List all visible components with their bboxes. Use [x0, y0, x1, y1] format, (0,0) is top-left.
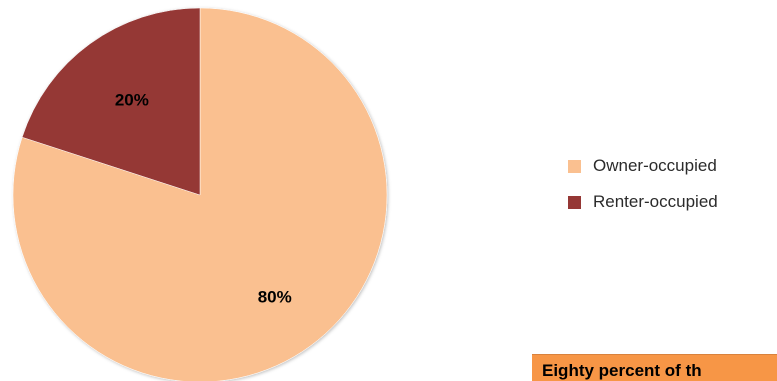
pie-slices	[12, 7, 388, 381]
legend-label-owner-occupied: Owner-occupied	[593, 156, 717, 175]
legend-swatch-owner-occupied	[568, 159, 581, 173]
pie-label-owner-occupied: 80%	[258, 287, 292, 306]
legend: Owner-occupied Renter-occupied	[568, 155, 718, 227]
pie-label-renter-occupied: 20%	[115, 91, 149, 110]
pie-chart: 80% 20%	[12, 7, 388, 381]
legend-label-renter-occupied: Renter-occupied	[593, 192, 718, 211]
legend-swatch-renter-occupied	[568, 195, 581, 209]
pie-slice-renter-occupied	[21, 7, 201, 196]
callout-banner: Eighty percent of th	[532, 354, 777, 381]
legend-item-owner-occupied: Owner-occupied	[568, 155, 718, 177]
legend-item-renter-occupied: Renter-occupied	[568, 191, 718, 213]
pie-labels: 80% 20%	[115, 91, 292, 307]
